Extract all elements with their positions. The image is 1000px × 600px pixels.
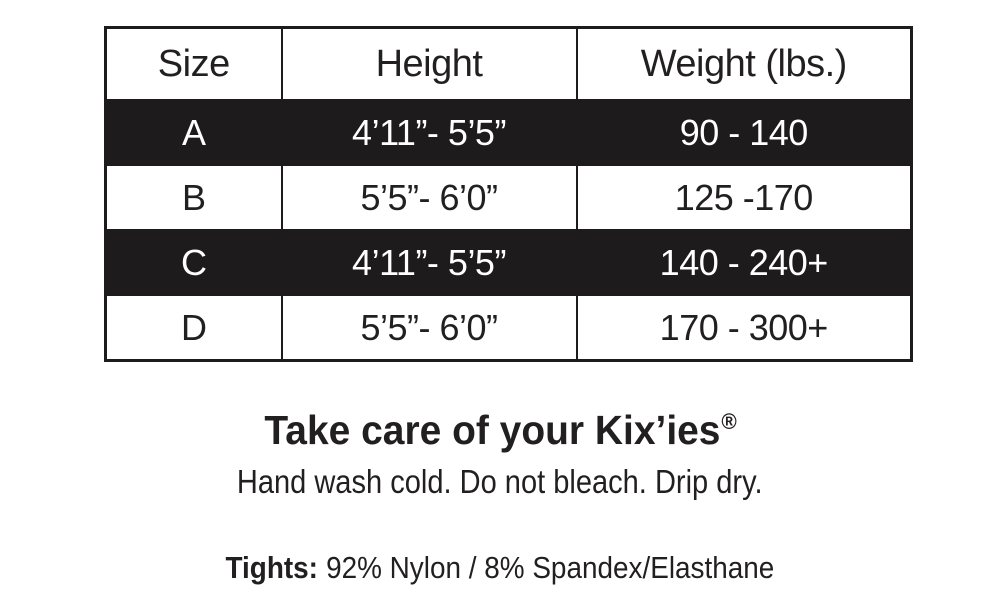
size-cell: A (104, 99, 283, 166)
care-instructions-text: Hand wash cold. Do not bleach. Drip dry. (237, 463, 763, 500)
weight-cell: 170 - 300+ (575, 294, 913, 362)
column-header-height: Height (280, 26, 578, 101)
size-cell: D (104, 294, 283, 362)
size-row-c: C 4’11”- 5’5” 140 - 240+ (104, 229, 913, 296)
column-header-weight: Weight (lbs.) (575, 26, 913, 101)
weight-cell: 140 - 240+ (575, 229, 913, 296)
height-cell: 5’5”- 6’0” (280, 164, 578, 231)
care-instructions: Hand wash cold. Do not bleach. Drip dry. (0, 465, 1000, 498)
size-row-a: A 4’11”- 5’5” 90 - 140 (104, 99, 913, 166)
materials-line: Tights: 92% Nylon / 8% Spandex/Elasthane (0, 552, 1000, 583)
size-chart-table: Size Height Weight (lbs.) A 4’11”- 5’5” … (104, 26, 913, 362)
size-cell: C (104, 229, 283, 296)
weight-cell: 125 -170 (575, 164, 913, 231)
height-cell: 5’5”- 6’0” (280, 294, 578, 362)
materials-value: 92% Nylon / 8% Spandex/Elasthane (326, 550, 775, 585)
weight-cell: 90 - 140 (575, 99, 913, 166)
registered-trademark-symbol: ® (721, 409, 737, 434)
care-title-text: Take care of your Kix’ies (264, 407, 721, 453)
header-row: Size Height Weight (lbs.) (104, 26, 913, 101)
column-header-size: Size (104, 26, 283, 101)
height-cell: 4’11”- 5’5” (280, 229, 578, 296)
height-cell: 4’11”- 5’5” (280, 99, 578, 166)
care-title: Take care of your Kix’ies® (0, 410, 1000, 451)
size-row-d: D 5’5”- 6’0” 170 - 300+ (104, 294, 913, 362)
size-row-b: B 5’5”- 6’0” 125 -170 (104, 164, 913, 231)
materials-label: Tights: (225, 550, 319, 585)
size-cell: B (104, 164, 283, 231)
